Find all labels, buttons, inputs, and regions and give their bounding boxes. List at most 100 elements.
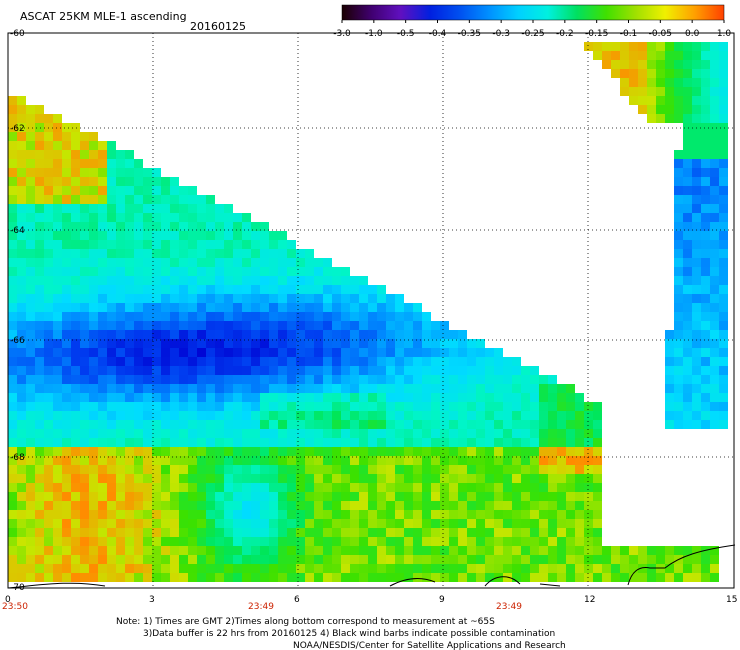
data-pixel — [395, 447, 404, 456]
data-pixel — [710, 150, 719, 159]
data-pixel — [278, 501, 287, 510]
data-pixel — [233, 348, 242, 357]
data-pixel — [206, 348, 215, 357]
data-pixel — [179, 231, 188, 240]
data-pixel — [143, 213, 152, 222]
data-pixel — [26, 564, 35, 573]
data-pixel — [107, 222, 116, 231]
data-pixel — [674, 159, 683, 168]
data-pixel — [557, 438, 566, 447]
data-pixel — [134, 204, 143, 213]
data-pixel — [305, 375, 314, 384]
data-pixel — [332, 456, 341, 465]
data-pixel — [161, 501, 170, 510]
data-pixel — [197, 537, 206, 546]
data-pixel — [26, 150, 35, 159]
data-pixel — [413, 357, 422, 366]
data-pixel — [89, 564, 98, 573]
data-pixel — [458, 546, 467, 555]
data-pixel — [422, 474, 431, 483]
data-pixel — [341, 339, 350, 348]
data-pixel — [323, 519, 332, 528]
data-pixel — [386, 555, 395, 564]
data-pixel — [44, 564, 53, 573]
data-pixel — [233, 474, 242, 483]
data-pixel — [44, 555, 53, 564]
data-pixel — [512, 429, 521, 438]
data-pixel — [179, 366, 188, 375]
data-pixel — [440, 411, 449, 420]
data-pixel — [35, 195, 44, 204]
data-pixel — [26, 312, 35, 321]
data-pixel — [296, 312, 305, 321]
data-pixel — [179, 573, 188, 582]
data-pixel — [89, 492, 98, 501]
data-pixel — [719, 114, 728, 123]
data-pixel — [638, 78, 647, 87]
data-pixel — [8, 357, 17, 366]
data-pixel — [242, 240, 251, 249]
data-pixel — [413, 474, 422, 483]
data-pixel — [242, 375, 251, 384]
data-pixel — [107, 258, 116, 267]
data-pixel — [638, 42, 647, 51]
data-pixel — [215, 474, 224, 483]
data-pixel — [80, 285, 89, 294]
data-pixel — [674, 276, 683, 285]
data-pixel — [332, 447, 341, 456]
data-pixel — [512, 420, 521, 429]
data-pixel — [404, 429, 413, 438]
data-pixel — [26, 474, 35, 483]
data-pixel — [512, 555, 521, 564]
data-pixel — [278, 411, 287, 420]
data-pixel — [89, 366, 98, 375]
data-pixel — [62, 258, 71, 267]
data-pixel — [53, 303, 62, 312]
data-pixel — [683, 42, 692, 51]
data-pixel — [638, 87, 647, 96]
data-pixel — [224, 312, 233, 321]
data-pixel — [179, 537, 188, 546]
data-pixel — [98, 519, 107, 528]
data-pixel — [710, 195, 719, 204]
data-pixel — [377, 375, 386, 384]
data-pixel — [206, 402, 215, 411]
data-pixel — [197, 573, 206, 582]
data-pixel — [215, 366, 224, 375]
data-pixel — [539, 474, 548, 483]
data-pixel — [215, 204, 224, 213]
data-pixel — [539, 546, 548, 555]
data-pixel — [440, 321, 449, 330]
data-pixel — [44, 249, 53, 258]
data-pixel — [143, 393, 152, 402]
data-pixel — [224, 501, 233, 510]
data-pixel — [80, 528, 89, 537]
data-pixel — [215, 240, 224, 249]
data-pixel — [206, 285, 215, 294]
data-pixel — [305, 546, 314, 555]
data-pixel — [35, 294, 44, 303]
data-pixel — [701, 132, 710, 141]
data-pixel — [431, 438, 440, 447]
data-pixel — [53, 339, 62, 348]
data-pixel — [224, 510, 233, 519]
data-pixel — [683, 213, 692, 222]
data-pixel — [278, 312, 287, 321]
data-pixel — [422, 447, 431, 456]
data-pixel — [98, 231, 107, 240]
data-pixel — [296, 258, 305, 267]
data-pixel — [224, 285, 233, 294]
data-pixel — [98, 150, 107, 159]
data-pixel — [683, 195, 692, 204]
data-pixel — [629, 555, 638, 564]
data-pixel — [341, 438, 350, 447]
data-pixel — [134, 420, 143, 429]
note-line-1: Note: 1) Times are GMT 2)Times along bot… — [116, 617, 495, 627]
data-pixel — [269, 528, 278, 537]
data-pixel — [341, 564, 350, 573]
data-pixel — [53, 555, 62, 564]
data-pixel — [683, 168, 692, 177]
data-pixel — [332, 573, 341, 582]
data-pixel — [539, 537, 548, 546]
data-pixel — [359, 393, 368, 402]
